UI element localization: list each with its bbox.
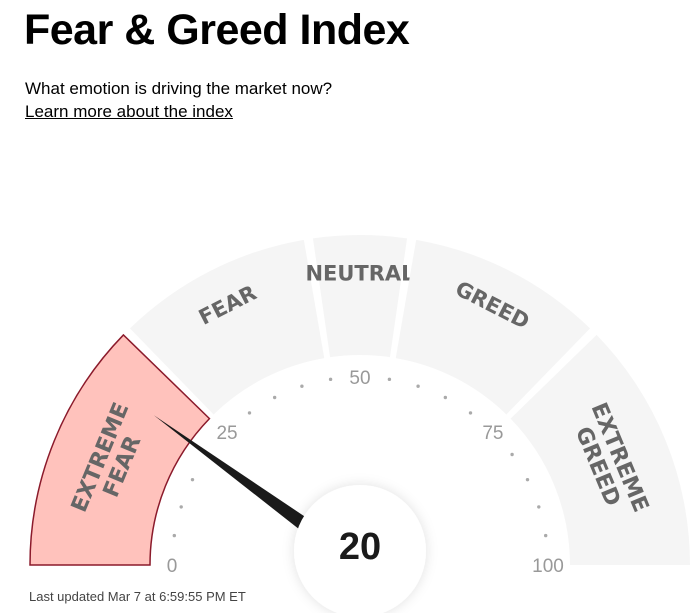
last-updated: Last updated Mar 7 at 6:59:55 PM ET bbox=[29, 589, 246, 604]
scale-dot bbox=[247, 411, 252, 415]
page-subtitle: What emotion is driving the market now? bbox=[25, 79, 333, 98]
segment-label-neutral: NEUTRAL bbox=[305, 261, 414, 285]
scale-dot bbox=[510, 452, 514, 457]
scale-label-50: 50 bbox=[349, 368, 370, 389]
segment-extreme-greed bbox=[510, 334, 690, 565]
segment-label-line: NEUTRAL bbox=[305, 261, 414, 285]
scale-label-75: 75 bbox=[482, 423, 503, 444]
scale-dot bbox=[179, 505, 183, 509]
gauge-scale-labels: 0 25 50 75 100 bbox=[167, 368, 564, 577]
gauge-needle bbox=[153, 415, 323, 541]
scale-dot bbox=[328, 377, 333, 382]
learn-more-link[interactable]: Learn more about the index bbox=[25, 102, 233, 121]
segment-neutral bbox=[312, 235, 408, 358]
scale-dot bbox=[443, 395, 448, 400]
scale-label-0: 0 bbox=[167, 556, 178, 577]
scale-dot bbox=[525, 477, 530, 482]
scale-dot bbox=[543, 533, 548, 538]
scale-dot bbox=[416, 384, 420, 388]
segment-fear bbox=[129, 239, 325, 415]
scale-dot bbox=[172, 533, 177, 538]
scale-dot bbox=[387, 377, 392, 382]
scale-dot bbox=[537, 505, 541, 509]
scale-dot bbox=[272, 395, 277, 400]
gauge-needle-group bbox=[153, 415, 323, 541]
segment-extreme-fear bbox=[29, 333, 211, 566]
scale-label-25: 25 bbox=[216, 423, 237, 444]
page-title: Fear & Greed Index bbox=[24, 6, 410, 54]
gauge-value: 20 bbox=[339, 526, 381, 568]
scale-dot bbox=[190, 477, 195, 482]
segment-greed bbox=[395, 239, 591, 415]
scale-label-100: 100 bbox=[532, 556, 564, 577]
scale-dot bbox=[300, 384, 304, 388]
gauge-value-hub bbox=[294, 485, 426, 613]
scale-dot bbox=[468, 411, 473, 415]
